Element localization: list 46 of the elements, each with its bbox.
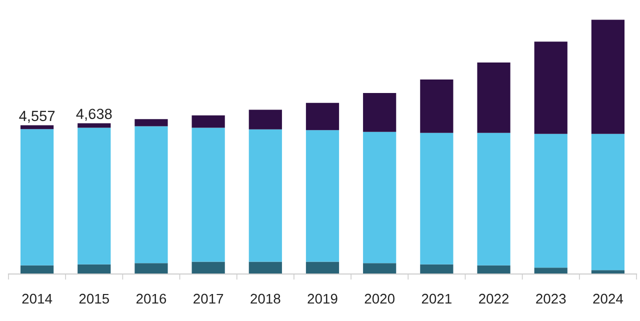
bar <box>306 130 340 262</box>
bar <box>534 134 568 268</box>
bar <box>363 263 396 274</box>
bar <box>248 110 282 130</box>
x-tick-label: 2014 <box>22 294 52 304</box>
bar <box>20 129 54 266</box>
bar <box>192 262 225 274</box>
annotation: 4,557 <box>19 110 55 123</box>
bar <box>420 264 454 274</box>
bar <box>591 20 625 134</box>
bar <box>477 132 510 266</box>
x-tick-label: 2021 <box>422 294 452 304</box>
x-tick-label: 2022 <box>479 294 509 304</box>
x-tick-label: 2018 <box>250 294 280 304</box>
bar <box>78 264 111 274</box>
x-tick-label: 2024 <box>593 294 623 304</box>
bar <box>192 115 225 128</box>
bar <box>477 265 510 274</box>
bar <box>363 132 396 264</box>
bar <box>20 125 54 130</box>
bar <box>420 132 454 264</box>
bar <box>420 79 454 133</box>
bar <box>134 119 168 126</box>
bar <box>134 263 168 274</box>
annotation: 4,638 <box>76 108 112 121</box>
bar <box>248 262 282 274</box>
bar <box>363 92 396 132</box>
x-tick-label: 2016 <box>136 294 166 304</box>
bar <box>248 129 282 262</box>
x-tick-label: 2020 <box>364 294 394 304</box>
bar <box>477 62 510 133</box>
bar <box>306 262 340 274</box>
bar <box>192 128 225 262</box>
bar <box>534 42 568 134</box>
bar <box>591 270 625 274</box>
x-tick-label: 2015 <box>79 294 110 304</box>
x-tick-label: 2019 <box>308 294 338 304</box>
x-tick-label: 2017 <box>194 294 224 304</box>
bar <box>20 265 54 274</box>
x-tick-label: 2023 <box>536 294 566 304</box>
bar <box>591 134 625 270</box>
bar <box>534 268 568 274</box>
bar <box>134 126 168 264</box>
bar <box>78 128 111 264</box>
bar <box>306 102 340 130</box>
bar <box>78 123 111 128</box>
